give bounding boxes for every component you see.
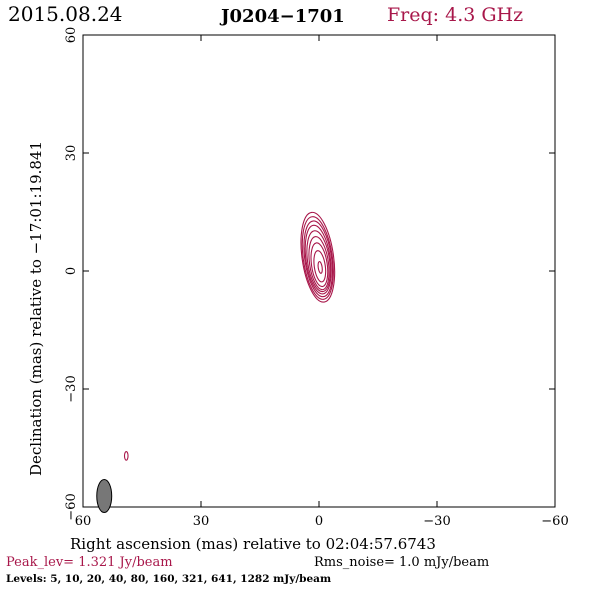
- core-contour: [306, 230, 331, 293]
- core-contour: [304, 224, 332, 295]
- y-axis-label: Declination (mas) relative to −17:01:19.…: [27, 141, 45, 476]
- contour-levels: Levels: 5, 10, 20, 40, 80, 160, 321, 641…: [6, 573, 331, 585]
- core-contour: [300, 211, 336, 303]
- beam-ellipse: [96, 478, 113, 514]
- peak-level: Peak_lev= 1.321 Jy/beam: [6, 555, 173, 570]
- x-tick-label: 0: [315, 514, 323, 529]
- core-contour: [313, 250, 327, 283]
- rms-noise: Rms_noise= 1.0 mJy/beam: [314, 555, 489, 570]
- y-tick-labels: −60 −30 0 30 60: [64, 27, 79, 521]
- observation-date: 2015.08.24: [8, 2, 123, 26]
- y-tick-label: −30: [64, 375, 79, 402]
- y-tick-label: −60: [64, 493, 79, 520]
- x-tick-labels: 60 30 0 −30 −60: [75, 514, 569, 529]
- y-tick-label: 60: [64, 27, 79, 44]
- secondary-contour: [123, 450, 129, 461]
- core-contour: [317, 261, 323, 274]
- axis-ticks: [82, 34, 556, 508]
- core-contour: [308, 236, 330, 291]
- beam-group: [96, 478, 113, 514]
- core-contour: [303, 220, 334, 298]
- y-tick-label: 30: [64, 145, 79, 162]
- core-contour: [301, 216, 334, 300]
- x-tick-label: −60: [541, 514, 568, 529]
- x-tick-label: −30: [423, 514, 450, 529]
- x-axis-label: Right ascension (mas) relative to 02:04:…: [70, 535, 436, 553]
- x-tick-label: 30: [193, 514, 210, 529]
- contour-group: [123, 211, 336, 461]
- source-name: J0204−1701: [219, 6, 345, 27]
- frequency-label: Freq: 4.3 GHz: [387, 4, 523, 26]
- x-tick-label: 60: [75, 514, 92, 529]
- y-tick-label: 0: [64, 267, 79, 275]
- core-contour: [310, 242, 329, 288]
